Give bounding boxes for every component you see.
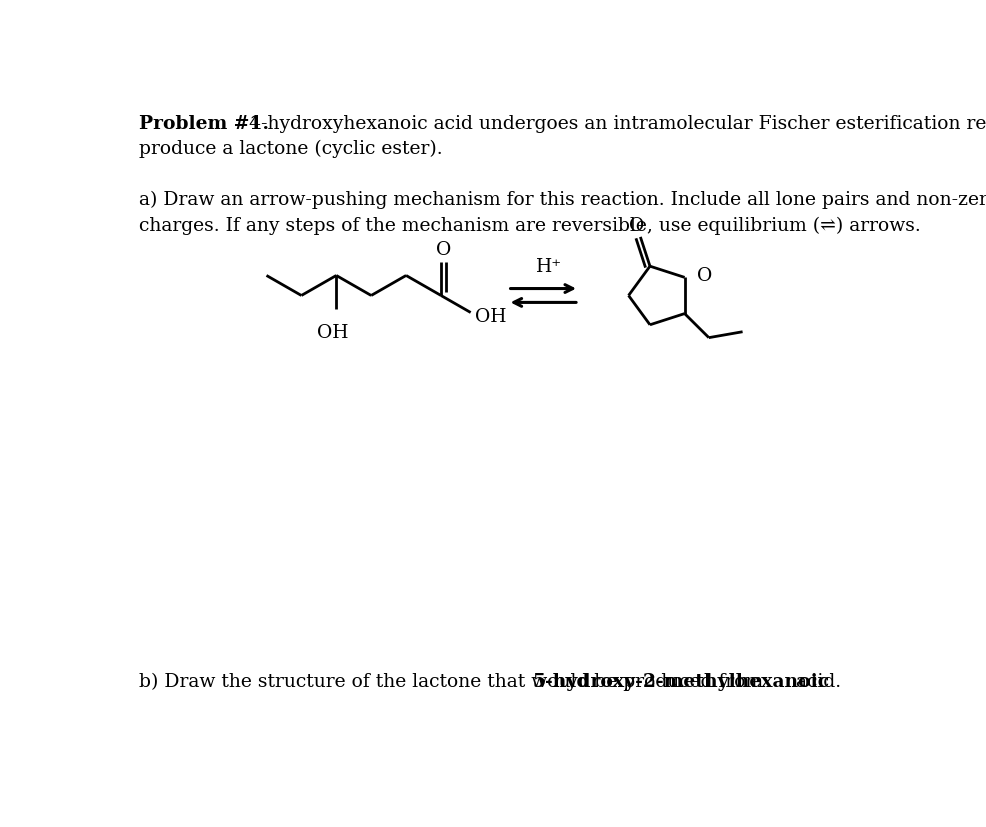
Text: OH: OH — [317, 324, 348, 342]
Text: produce a lactone (cyclic ester).: produce a lactone (cyclic ester). — [139, 140, 443, 158]
Text: a) Draw an arrow-pushing mechanism for this reaction. Include all lone pairs and: a) Draw an arrow-pushing mechanism for t… — [139, 191, 986, 209]
Text: OH: OH — [474, 307, 506, 325]
Text: H⁺: H⁺ — [536, 258, 563, 276]
Text: Problem #1.: Problem #1. — [139, 115, 269, 132]
Text: O: O — [629, 217, 644, 235]
Text: acid.: acid. — [790, 672, 841, 690]
Text: 4-hydroxyhexanoic acid undergoes an intramolecular Fischer esterification reacti: 4-hydroxyhexanoic acid undergoes an intr… — [244, 115, 986, 132]
Text: O: O — [436, 241, 452, 259]
Text: b) Draw the structure of the lactone that would be produced from: b) Draw the structure of the lactone tha… — [139, 672, 769, 690]
Text: O: O — [697, 267, 712, 284]
Text: 5-hydroxy-2-methylhexanoic: 5-hydroxy-2-methylhexanoic — [532, 672, 829, 690]
Text: charges. If any steps of the mechanism are reversible, use equilibrium (⇌) arrow: charges. If any steps of the mechanism a… — [139, 216, 921, 234]
